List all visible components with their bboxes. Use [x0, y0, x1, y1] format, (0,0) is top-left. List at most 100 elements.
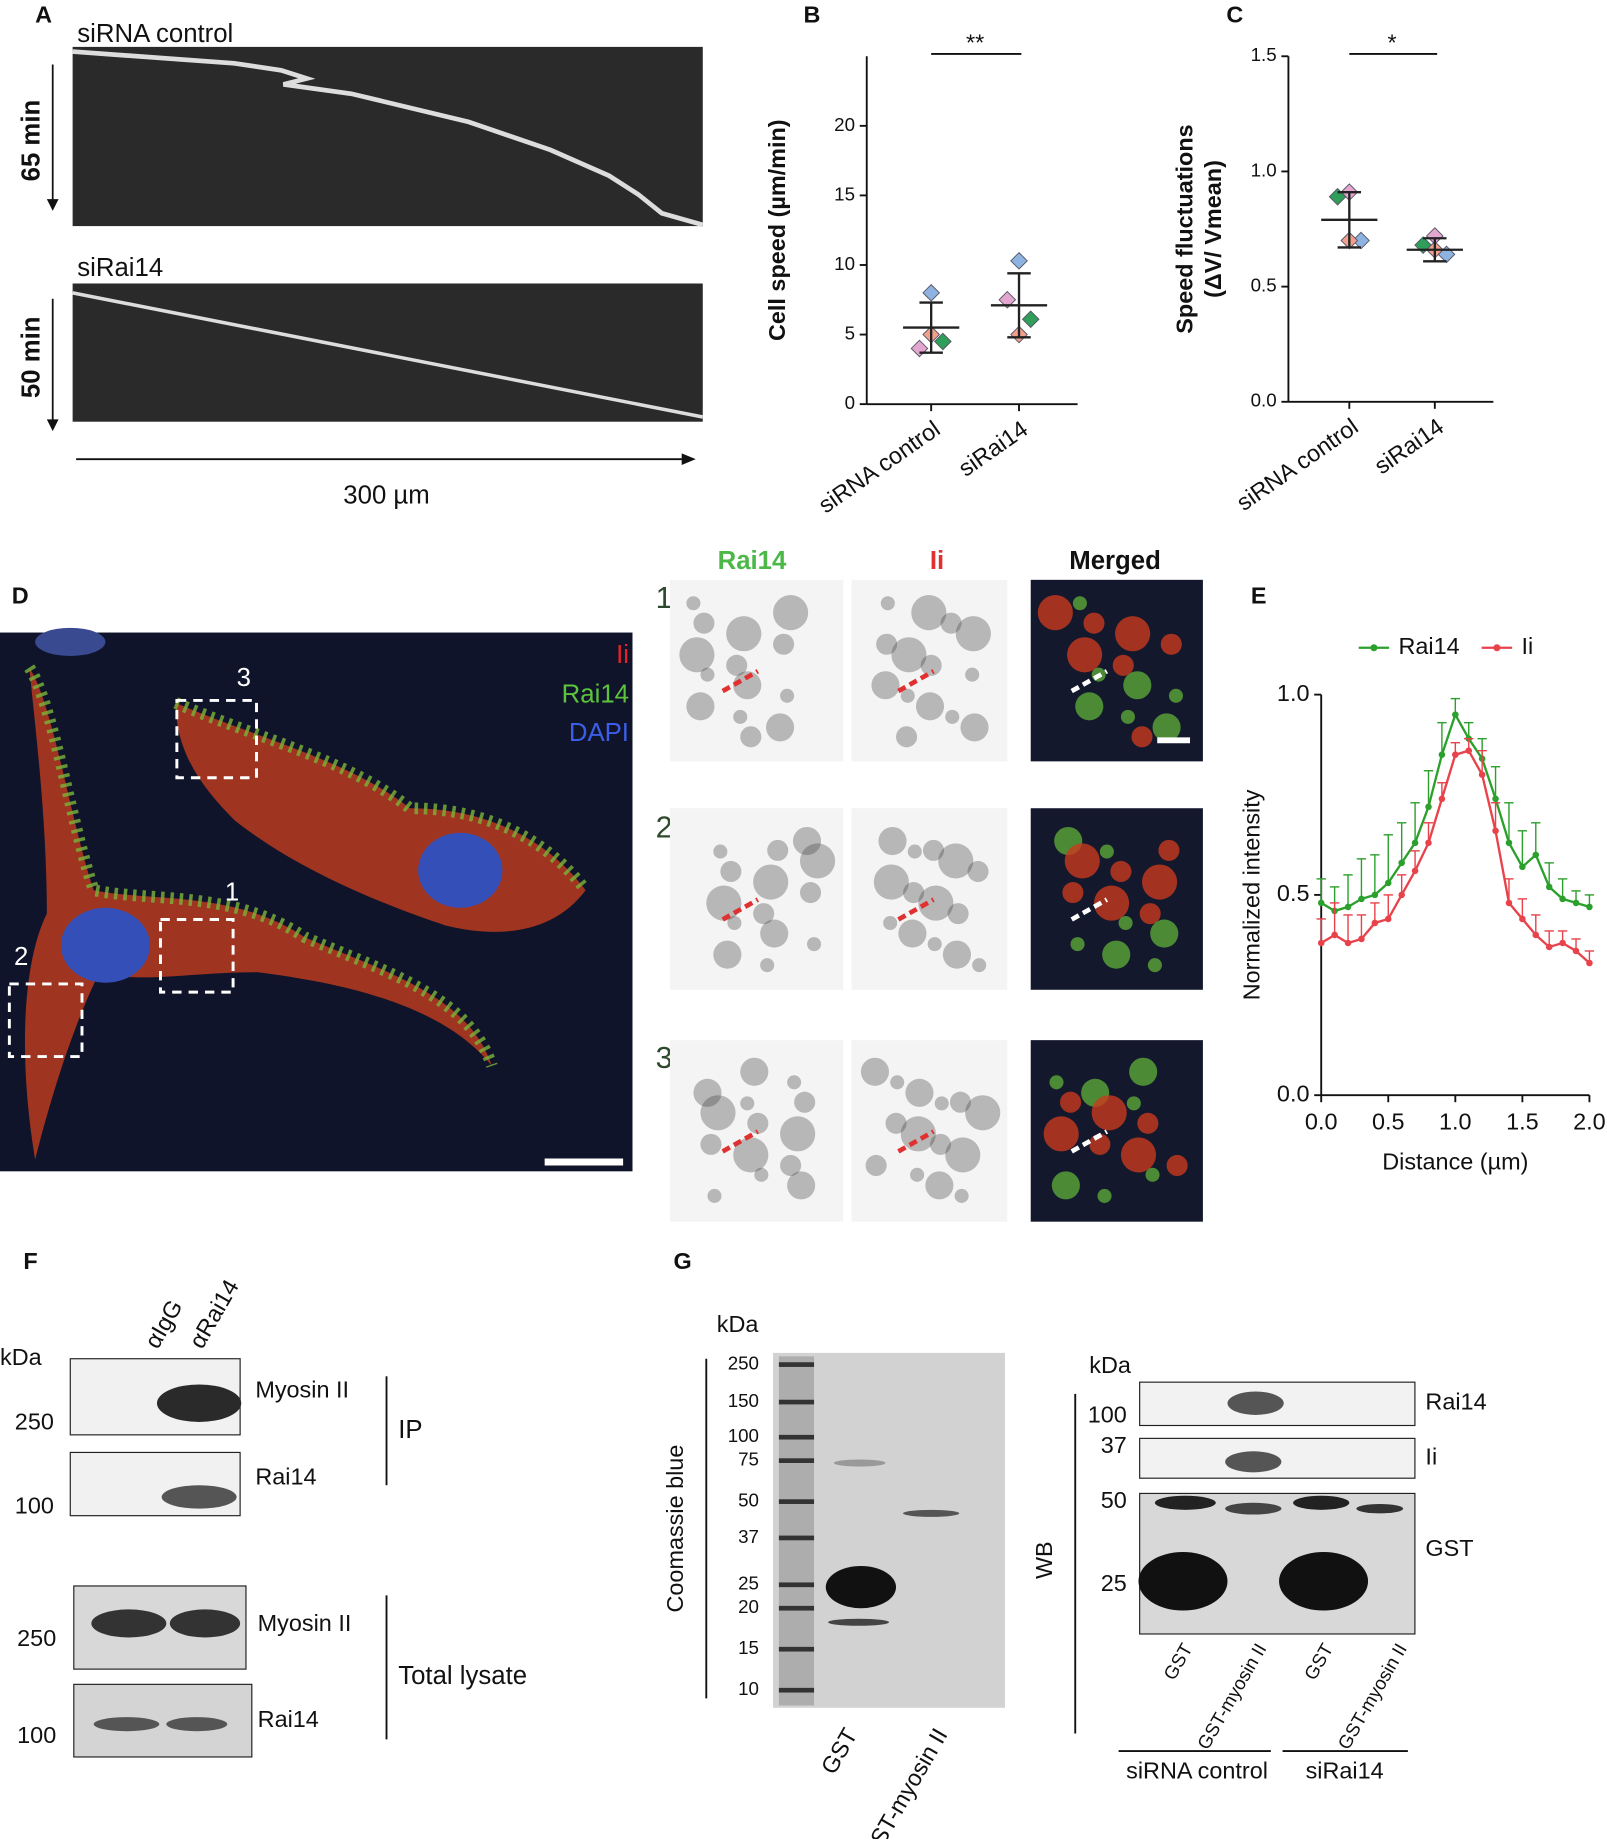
speckle	[1142, 864, 1178, 900]
y-axis-label: Cell speed (µm/min)	[764, 119, 790, 341]
profile-line	[1070, 1129, 1109, 1154]
speckle	[1129, 1057, 1158, 1086]
speckle	[707, 1188, 722, 1203]
panel-a: A siRNA control 65 min siRai14 50 min 30…	[18, 2, 704, 509]
x-tick-label: siRai14	[954, 415, 1033, 481]
profile-line	[721, 1129, 759, 1154]
speckle	[1166, 1154, 1188, 1177]
marker: 250	[17, 1625, 56, 1651]
data-point	[1384, 879, 1392, 887]
speckle	[700, 667, 715, 682]
marker: 50	[738, 1490, 759, 1511]
data-point	[1452, 751, 1459, 758]
data-point	[1371, 919, 1379, 927]
speckle	[686, 596, 701, 611]
speckle	[1118, 915, 1133, 931]
data-point	[1545, 943, 1553, 951]
speckle	[878, 826, 907, 856]
y-tick-label: 0.5	[1277, 880, 1310, 906]
ladder-band	[778, 1458, 815, 1463]
x-tick-label: 0.5	[1372, 1108, 1405, 1134]
band	[1225, 1502, 1282, 1515]
y-axis-label: Speed fluctuations	[1172, 124, 1198, 333]
speckle	[910, 1167, 925, 1182]
x-tick-label: 1.5	[1506, 1108, 1539, 1134]
speckle	[1097, 1188, 1112, 1203]
region-box	[175, 699, 258, 780]
speckle	[873, 864, 909, 900]
data-point	[1344, 903, 1352, 911]
speckle	[807, 937, 822, 952]
speckle	[700, 1095, 736, 1131]
speckle	[740, 726, 762, 748]
data-point	[1317, 899, 1325, 907]
scale-label: 300 µm	[343, 481, 429, 509]
row-label: 3	[656, 1041, 673, 1075]
inset-image	[851, 808, 1008, 990]
band	[1225, 1451, 1282, 1473]
speckle	[1123, 671, 1152, 700]
y-tick-label: 20	[834, 114, 855, 135]
speckle	[1168, 688, 1183, 703]
y-axis-label: (ΔV/ Vmean)	[1200, 160, 1226, 298]
speckle	[925, 1171, 954, 1200]
y-tick-label: 0.5	[1251, 275, 1277, 296]
panel-f: F αIgG αRai14 kDa 250 100 250 100 Myosin…	[0, 1248, 527, 1758]
speckle	[967, 860, 989, 883]
speckle	[1051, 1171, 1080, 1200]
data-point	[1411, 867, 1419, 875]
speckle	[727, 915, 742, 931]
wb-label: WB	[1031, 1541, 1057, 1579]
speckle	[693, 612, 715, 634]
speckle	[733, 1137, 769, 1173]
speckle	[1150, 919, 1179, 948]
lane-label: αIgG	[139, 1295, 187, 1352]
speckle	[911, 595, 947, 631]
column-header: Merged	[1069, 547, 1161, 575]
replicate-mean	[910, 339, 929, 358]
panel-d: D 1 2 3 Ii Rai14 DAPI Rai14 Ii Merged 1 …	[0, 547, 1203, 1222]
speckle	[885, 1112, 907, 1134]
data-point	[1505, 899, 1513, 907]
y-tick-label: 0.0	[1251, 390, 1277, 411]
lane-label: GST	[1159, 1639, 1197, 1683]
speckle	[1075, 692, 1104, 721]
group-label: Total lysate	[398, 1662, 527, 1690]
row-label: 2	[656, 810, 673, 844]
speckle	[1137, 1112, 1159, 1134]
speckle	[733, 671, 762, 700]
speckle	[1062, 882, 1084, 904]
x-tick-label: siRai14	[1369, 413, 1448, 479]
lane-label: GST-myosin II	[1193, 1640, 1271, 1753]
data-point	[1519, 863, 1526, 871]
speckle	[1060, 1091, 1082, 1113]
speckle	[860, 1057, 890, 1086]
speckle	[1120, 709, 1135, 724]
marker: 25	[738, 1573, 759, 1594]
panel-label: A	[35, 2, 52, 28]
speckle	[1131, 726, 1153, 748]
band	[156, 1384, 242, 1422]
significance: **	[966, 30, 984, 56]
profile-line	[1070, 669, 1109, 694]
speckle	[780, 1116, 816, 1152]
unit-label: kDa	[1089, 1352, 1132, 1378]
speckle	[753, 903, 775, 925]
marker: 100	[17, 1722, 56, 1748]
nucleus	[35, 627, 106, 656]
speckle	[1110, 860, 1132, 883]
band	[903, 1509, 960, 1517]
data-point	[1586, 903, 1593, 911]
inset-image	[851, 579, 1008, 762]
panel-g: G kDa Coomassie blue GST GST-myosin II 2…	[662, 1248, 1486, 1844]
panel-label: E	[1251, 583, 1267, 609]
kymo-trace	[72, 49, 704, 228]
band	[1279, 1551, 1369, 1611]
arrow-head	[46, 419, 59, 432]
data-point	[1586, 959, 1593, 967]
speckle	[972, 958, 987, 973]
ladder-band	[778, 1605, 815, 1611]
speckle	[792, 826, 822, 856]
speckle	[773, 633, 795, 655]
